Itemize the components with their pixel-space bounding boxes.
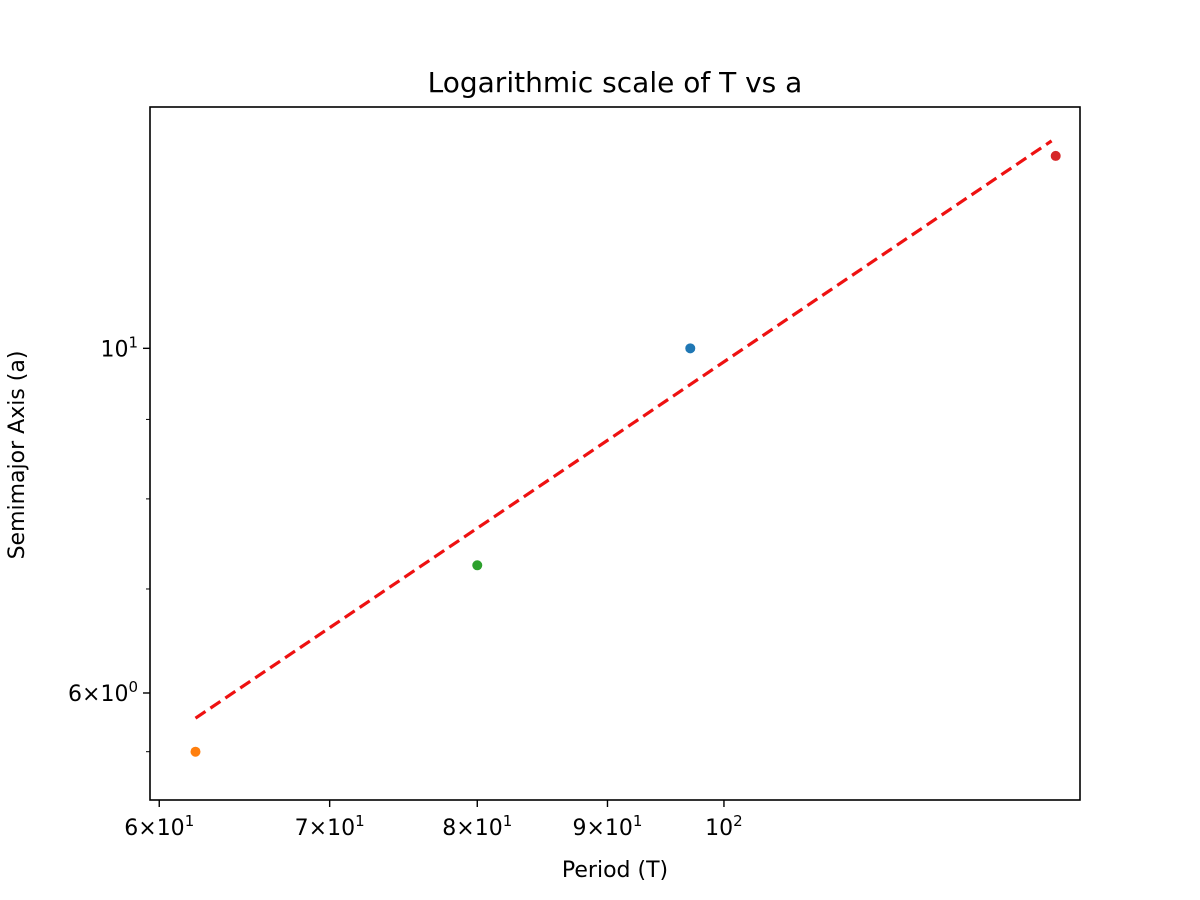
y-axis-label: Semimajor Axis (a) <box>5 351 30 560</box>
x-tick-label-5: 102 <box>705 812 743 841</box>
plot-area <box>190 139 1061 757</box>
x-tick-label-3: 8×101 <box>442 812 512 841</box>
chart-title: Logarithmic scale of T vs a <box>428 66 803 99</box>
tick-layer: 6×101 7×101 8×101 9×101 102 6×100 101 <box>68 333 743 841</box>
data-point-1 <box>685 343 696 354</box>
data-point-4 <box>1050 150 1061 161</box>
axes-frame <box>149 106 1081 801</box>
x-tick-label-4: 9×101 <box>572 812 642 841</box>
y-tick-label-1: 6×100 <box>68 678 138 707</box>
data-point-3 <box>472 560 483 571</box>
fit-line <box>194 139 1053 720</box>
data-point-2 <box>190 746 201 757</box>
x-tick-label-1: 6×101 <box>124 812 194 841</box>
y-tick-label-2: 101 <box>100 333 138 362</box>
x-tick-label-2: 7×101 <box>295 812 365 841</box>
x-axis-label: Period (T) <box>562 858 668 883</box>
